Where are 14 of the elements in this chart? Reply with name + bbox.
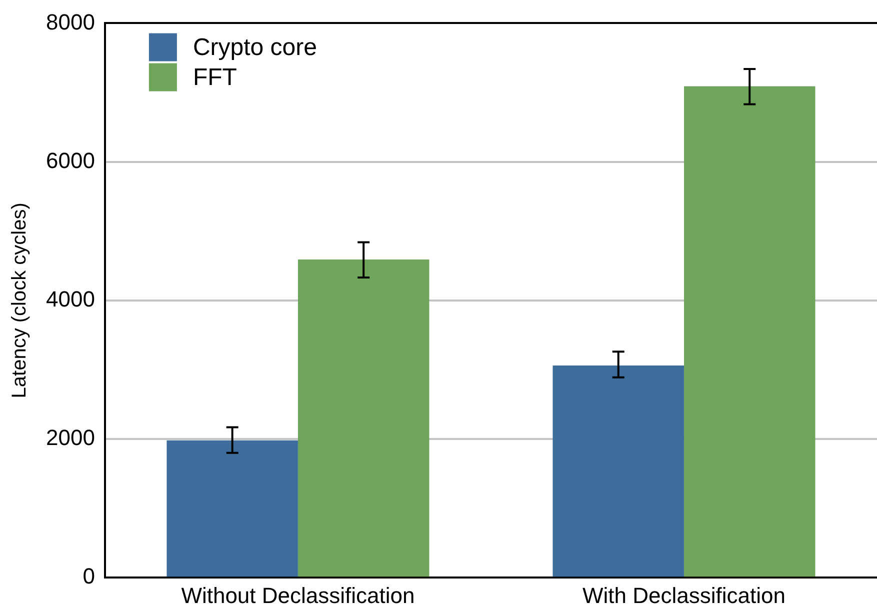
legend-label: Crypto core (192, 34, 317, 61)
y-tick-label: 2000 (46, 425, 95, 450)
y-tick-label: 0 (82, 564, 95, 589)
bar (552, 366, 684, 577)
x-tick-label: Without Declassification (181, 582, 415, 608)
legend-label: FFT (192, 64, 238, 91)
x-tick-label: With Declassification (582, 582, 786, 608)
bar (166, 440, 298, 577)
bar (298, 260, 430, 577)
y-tick-label: 6000 (46, 148, 95, 173)
y-tick-label: 4000 (46, 286, 95, 312)
y-tick-label: 8000 (46, 9, 95, 34)
bar (684, 86, 816, 577)
y-axis-title: Latency (clock cycles) (8, 202, 31, 398)
